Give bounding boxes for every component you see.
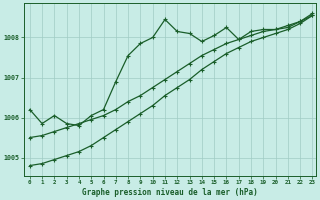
X-axis label: Graphe pression niveau de la mer (hPa): Graphe pression niveau de la mer (hPa)	[82, 188, 258, 197]
